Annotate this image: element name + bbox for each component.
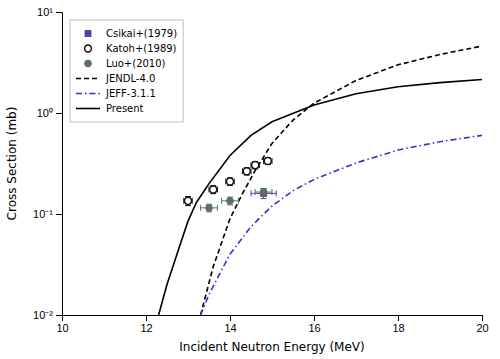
- x-error-bar: [226, 178, 234, 184]
- chart: 10 12 14 16 18 20 10⁻² 10⁻¹ 10⁰ 10¹ Incident Neutr…: [0, 0, 500, 359]
- x-tick-mark: [314, 315, 315, 321]
- legend-label: Present: [106, 103, 144, 114]
- x-tick-mark: [398, 315, 399, 321]
- y-tick: 10⁻¹: [33, 208, 62, 220]
- point: [184, 197, 191, 204]
- x-error-bar: [201, 205, 218, 211]
- x-error-bar: [243, 168, 251, 174]
- x-error-bar: [209, 186, 217, 192]
- y-tick: 10¹: [37, 6, 62, 18]
- x-tick: 18: [392, 315, 404, 334]
- legend-key: [76, 108, 100, 110]
- x-axis-title: Incident Neutron Energy (MeV): [179, 340, 364, 354]
- series-line: [201, 135, 482, 315]
- legend-entry: JEFF-3.1.1: [76, 88, 156, 99]
- series-line: [159, 79, 482, 315]
- plot-area: [159, 46, 482, 315]
- legend-key: [76, 93, 100, 95]
- legend-entry: Present: [76, 103, 144, 114]
- y-error-bar: [206, 204, 212, 212]
- legend-entry: Csikai+(1979): [85, 28, 177, 39]
- legend-entry: Katoh+(1989): [85, 43, 177, 54]
- point: [226, 178, 233, 185]
- legend-entry: JENDL-4.0: [76, 73, 155, 84]
- x-tick-mark: [230, 315, 231, 321]
- y-error-bar: [265, 158, 271, 165]
- legend-key: [76, 78, 100, 80]
- x-tick-label: 10: [56, 322, 68, 334]
- y-axis: 10⁻² 10⁻¹ 10⁰ 10¹: [33, 6, 62, 321]
- y-error-bar: [227, 178, 233, 186]
- point: [252, 162, 259, 169]
- y-tick-label: 10¹: [37, 6, 53, 18]
- series-points: [201, 188, 272, 211]
- point: [206, 204, 213, 211]
- y-tick-label: 10⁰: [37, 107, 53, 119]
- x-tick-mark: [146, 315, 147, 321]
- x-axis-line: [63, 316, 483, 322]
- point: [260, 189, 267, 196]
- y-axis-title: Cross Section (mb): [5, 107, 19, 221]
- x-tick: 12: [140, 315, 152, 334]
- x-error-bar: [184, 198, 192, 204]
- legend-entries: Csikai+(1979) Katoh+(1989) Luo+(2010) JENDL…: [76, 28, 177, 114]
- x-error-bar: [255, 189, 272, 195]
- y-tick: 10⁻²: [33, 309, 62, 321]
- point: [227, 197, 234, 204]
- legend-label: JENDL-4.0: [105, 73, 155, 84]
- series-points: [251, 189, 276, 199]
- y-error-bar: [261, 188, 267, 195]
- x-tick: 10: [56, 315, 68, 334]
- legend-label: Katoh+(1989): [106, 43, 177, 54]
- y-error-bar: [244, 168, 250, 175]
- y-axis-line: [56, 13, 63, 316]
- y-error-bar: [261, 189, 267, 199]
- x-error-bar: [264, 158, 272, 164]
- x-tick: 20: [476, 315, 488, 334]
- x-tick-label: 14: [224, 322, 236, 334]
- y-error-bar: [185, 197, 191, 206]
- legend-label: Csikai+(1979): [106, 28, 177, 39]
- y-tick-mark: [56, 113, 62, 114]
- x-tick-mark: [482, 315, 483, 321]
- point: [264, 157, 271, 164]
- series-points: [184, 157, 272, 205]
- point: [243, 168, 250, 175]
- x-error-bar: [251, 162, 259, 168]
- x-tick-label: 12: [140, 322, 152, 334]
- legend-label: JEFF-3.1.1: [105, 88, 156, 99]
- y-tick-mark: [56, 12, 62, 13]
- x-tick: 16: [308, 315, 320, 334]
- x-axis: 10 12 14 16 18 20: [56, 315, 488, 334]
- y-tick: 10⁰: [37, 107, 62, 119]
- x-tick-label: 18: [392, 322, 404, 334]
- point: [210, 186, 217, 193]
- y-error-bar: [210, 186, 216, 194]
- series-line: [201, 46, 482, 315]
- legend-key: [85, 31, 91, 37]
- y-tick-label: 10⁻²: [33, 309, 53, 321]
- y-error-bar: [227, 197, 233, 205]
- x-tick-label: 20: [476, 322, 488, 334]
- y-error-bar: [252, 162, 258, 169]
- y-tick-label: 10⁻¹: [33, 208, 53, 220]
- legend: Csikai+(1979) Katoh+(1989) Luo+(2010) JENDL…: [70, 20, 183, 122]
- y-tick-mark: [56, 315, 62, 316]
- y-tick-mark: [56, 214, 62, 215]
- x-error-bar: [222, 198, 239, 204]
- legend-key: [85, 60, 92, 67]
- x-tick-label: 16: [308, 322, 320, 334]
- legend-box: [70, 20, 183, 122]
- legend-label: Luo+(2010): [106, 58, 166, 69]
- x-tick: 14: [224, 315, 236, 334]
- legend-entry: Luo+(2010): [85, 58, 166, 69]
- legend-key: [85, 45, 92, 52]
